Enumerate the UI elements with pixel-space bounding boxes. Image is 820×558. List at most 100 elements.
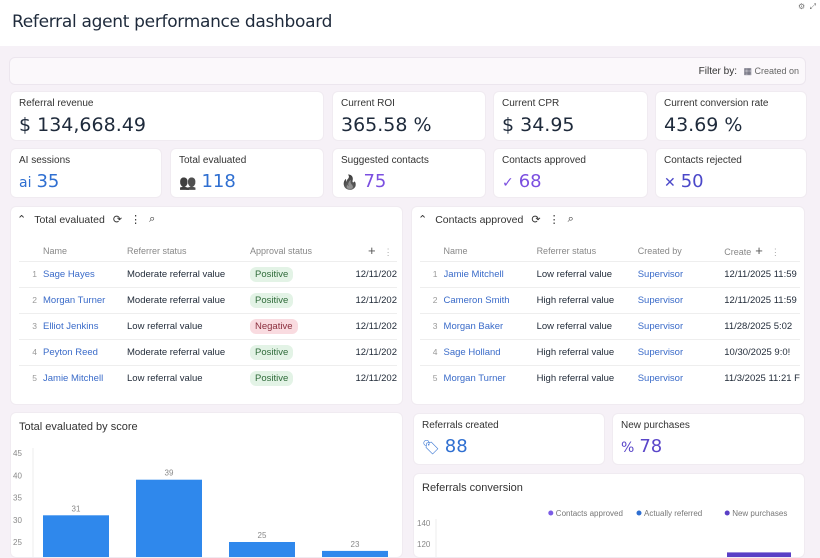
created-date: 11/3/2025 11:21 F [724,364,800,391]
check-icon: ✓ [502,175,514,191]
referrer-status: High referral value [536,364,638,391]
created-date: 12/11/202 [340,260,397,287]
table-row[interactable]: 3 Morgan Baker Low referral value Superviso… [420,312,800,339]
created-by-link[interactable]: Supervisor [637,286,725,313]
bar[interactable] [322,550,388,557]
chart-title: Total evaluated by score [19,421,138,433]
column-header[interactable]: + ⋮ [340,241,397,261]
legend-item[interactable]: Actually referred [636,509,703,518]
table-row[interactable]: 1 Jamie Mitchell Low referral value Supervi… [420,260,800,287]
more-icon[interactable]: ⋮ [130,214,142,226]
created-date: 10/30/2025 9:0! [724,338,800,365]
discount-icon: % [621,440,635,456]
name-link[interactable]: Cameron Smith [443,286,537,313]
kpi-value: 68 [518,171,542,192]
kpi-card: Current conversion rate 43.69 % [655,91,807,141]
name-link[interactable]: Jamie Mitchell [443,260,537,287]
kpi-value: 50 [680,171,704,192]
chevron-up-icon[interactable]: ⌃ [17,214,27,226]
table-row[interactable]: 1 Sage Hayes Moderate referral value Positi… [19,260,397,287]
more-icon[interactable]: ⋮ [383,247,393,258]
name-link[interactable]: Sage Holland [443,338,537,365]
add-column-icon[interactable]: + [755,243,763,259]
row-number: 3 [420,312,444,339]
table-row[interactable]: 2 Morgan Turner Moderate referral value Pos… [19,286,397,313]
created-by-link[interactable]: Supervisor [637,338,725,365]
bar[interactable] [43,515,109,557]
kpi-label: Current conversion rate [664,98,769,109]
kpi-card: Contacts rejected ✕ 50 [655,148,807,198]
score-chart-card: Total evaluated by score 45 40 35 30 25 31 39 2… [10,412,403,558]
created-date: 12/11/2025 11:59 [724,260,800,287]
row-number: 5 [420,364,444,391]
svg-text:New purchases: New purchases [732,509,787,518]
column-header[interactable]: Referrer status [536,245,597,256]
score-bar-chart: 45 40 35 30 25 31 39 25 23 [13,448,388,557]
bar[interactable] [136,479,202,557]
kpi-value: $ 134,668.49 [19,114,146,136]
y-tick-label: 140 [417,519,431,528]
legend-item[interactable]: New purchases [724,509,788,518]
kpi-value: 78 [639,436,663,457]
name-link[interactable]: Elliot Jenkins [43,312,127,339]
table-row[interactable]: 2 Cameron Smith High referral value Supervi… [420,286,800,313]
name-link[interactable]: Peyton Reed [43,338,127,365]
refresh-icon[interactable]: ⟳ [112,214,123,226]
kpi-new-purchases: New purchases % 78 [612,413,805,465]
table-row[interactable]: 5 Jamie Mitchell Low referral value Positiv… [19,364,397,391]
table-header: Name Referrer status Approval status + ⋮ [19,241,397,261]
approval-badge: Positive [250,266,294,282]
more-icon[interactable]: ⋮ [770,247,780,258]
created-date: 12/11/2025 11:59 [724,286,800,313]
name-link[interactable]: Morgan Turner [43,286,127,313]
kpi-label: Current ROI [341,98,395,109]
column-header[interactable]: Referrer status [127,245,187,256]
kpi-referrals-created: Referrals created 🏷 88 [413,413,605,465]
x-icon: ✕ [664,175,676,191]
created-by-link[interactable]: Supervisor [637,260,725,287]
kpi-label: Contacts rejected [664,155,742,166]
search-icon[interactable]: ⌕ [567,213,574,225]
kpi-value: 35 [36,171,60,192]
approval-badge: Positive [250,370,294,386]
created-by-link[interactable]: Supervisor [637,312,725,339]
table-row[interactable]: 3 Elliot Jenkins Low referral value Negativ… [19,312,397,339]
kpi-value: 43.69 % [664,114,743,136]
filter-created-on[interactable]: ▦ Created on [743,66,799,76]
search-icon[interactable]: ⌕ [149,213,156,225]
svg-text:Actually referred: Actually referred [644,509,702,518]
y-tick-label: 45 [13,449,22,458]
kpi-label: Referrals created [422,420,499,431]
legend-item[interactable]: Contacts approved [548,509,623,518]
table-row[interactable]: 4 Sage Holland High referral value Supervis… [420,338,800,365]
column-header[interactable]: Name [443,245,468,256]
refresh-icon[interactable]: ⟳ [531,214,541,226]
created-date: 12/11/202 [340,338,397,365]
users-icon: 👥 [179,175,197,191]
column-header[interactable]: Name [43,245,68,256]
row-number: 4 [19,338,43,365]
column-header[interactable]: Approval status [250,245,313,256]
gear-icon[interactable]: ⚙ [797,2,806,11]
chevron-up-icon[interactable]: ⌃ [418,214,428,226]
kpi-value: 365.58 % [341,114,432,136]
referrer-status: Low referral value [127,312,250,339]
name-link[interactable]: Morgan Baker [443,312,537,339]
expand-icon[interactable]: ⤢ [809,2,816,11]
bar[interactable] [229,542,295,557]
more-icon[interactable]: ⋮ [548,214,560,226]
table-title: Total evaluated [34,213,105,226]
column-header[interactable]: Created by [637,245,682,256]
name-link[interactable]: Sage Hayes [43,260,127,287]
kpi-label: Referral revenue [19,98,94,109]
table-row[interactable]: 4 Peyton Reed Moderate referral value Posit… [19,338,397,365]
y-tick-label: 30 [13,516,22,525]
y-tick-label: 35 [13,494,22,503]
name-link[interactable]: Morgan Turner [443,364,537,391]
bar[interactable] [727,552,791,557]
table-row[interactable]: 5 Morgan Turner High referral value Supervi… [420,364,800,391]
created-by-link[interactable]: Supervisor [637,364,725,391]
column-header[interactable]: Create + ⋮ [724,243,780,259]
name-link[interactable]: Jamie Mitchell [43,364,127,391]
add-column-icon[interactable]: + [368,243,376,259]
